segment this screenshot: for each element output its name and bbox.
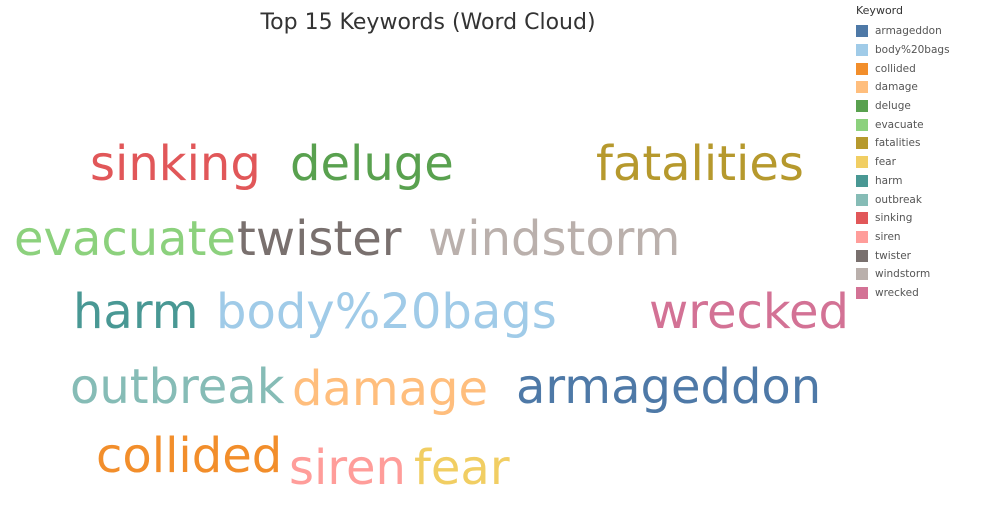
legend-label: armageddon [875, 25, 942, 38]
word-cloud: sinking deluge fatalities evacuate twist… [14, 136, 849, 496]
legend-item-twister[interactable]: twister [856, 246, 988, 265]
legend-item-outbreak[interactable]: outbreak [856, 190, 988, 209]
word-harm[interactable]: harm [73, 284, 199, 340]
legend-label: deluge [875, 100, 911, 113]
legend-item-fatalities[interactable]: fatalities [856, 134, 988, 153]
legend-swatch [856, 62, 868, 75]
legend-swatch [856, 212, 868, 225]
legend-title: Keyword [856, 4, 903, 17]
legend-item-armageddon[interactable]: armageddon [856, 22, 988, 41]
legend-label: outbreak [875, 193, 922, 206]
legend-label: fear [875, 156, 896, 169]
legend-swatch [856, 156, 868, 169]
legend-label: harm [875, 174, 903, 187]
legend-item-fear[interactable]: fear [856, 153, 988, 172]
legend-item-deluge[interactable]: deluge [856, 97, 988, 116]
word-twister[interactable]: twister [237, 211, 402, 267]
legend-swatch [856, 100, 868, 113]
legend-label: evacuate [875, 118, 924, 131]
legend-swatch [856, 81, 868, 94]
legend-item-sinking[interactable]: sinking [856, 209, 988, 228]
legend-swatch [856, 249, 868, 262]
legend-item-collided[interactable]: collided [856, 59, 988, 78]
legend-item-windstorm[interactable]: windstorm [856, 265, 988, 284]
word-evacuate[interactable]: evacuate [14, 211, 236, 267]
legend-item-damage[interactable]: damage [856, 78, 988, 97]
word-sinking[interactable]: sinking [90, 136, 261, 192]
word-armageddon[interactable]: armageddon [516, 359, 822, 415]
legend-label: wrecked [875, 286, 919, 299]
legend-swatch [856, 25, 868, 38]
word-siren[interactable]: siren [289, 440, 406, 496]
legend-label: damage [875, 81, 918, 94]
word-wrecked[interactable]: wrecked [649, 284, 849, 340]
word-body-bags[interactable]: body%20bags [216, 284, 557, 340]
word-windstorm[interactable]: windstorm [428, 211, 681, 267]
legend-label: twister [875, 249, 911, 262]
legend-swatch [856, 286, 868, 299]
legend-swatch [856, 44, 868, 57]
legend-label: fatalities [875, 137, 921, 150]
legend-label: body%20bags [875, 44, 950, 57]
legend-item-body-bags[interactable]: body%20bags [856, 41, 988, 60]
legend-label: sinking [875, 212, 913, 225]
legend-swatch [856, 137, 868, 150]
word-collided[interactable]: collided [96, 428, 283, 484]
legend-swatch [856, 193, 868, 206]
word-fear[interactable]: fear [414, 440, 510, 496]
word-deluge[interactable]: deluge [290, 136, 454, 192]
word-outbreak[interactable]: outbreak [70, 359, 285, 415]
legend-swatch [856, 268, 868, 281]
legend-label: collided [875, 62, 916, 75]
legend-item-harm[interactable]: harm [856, 172, 988, 191]
legend-swatch [856, 118, 868, 131]
legend-swatch [856, 174, 868, 187]
legend-label: windstorm [875, 268, 931, 281]
chart-title: Top 15 Keywords (Word Cloud) [260, 10, 596, 35]
legend-label: siren [875, 230, 901, 243]
word-damage[interactable]: damage [292, 361, 489, 417]
legend-item-wrecked[interactable]: wrecked [856, 284, 988, 303]
legend-swatch [856, 230, 868, 243]
legend: Keyword armageddon body%20bags collided … [856, 4, 988, 302]
legend-item-evacuate[interactable]: evacuate [856, 115, 988, 134]
legend-item-siren[interactable]: siren [856, 228, 988, 247]
word-fatalities[interactable]: fatalities [596, 136, 804, 192]
